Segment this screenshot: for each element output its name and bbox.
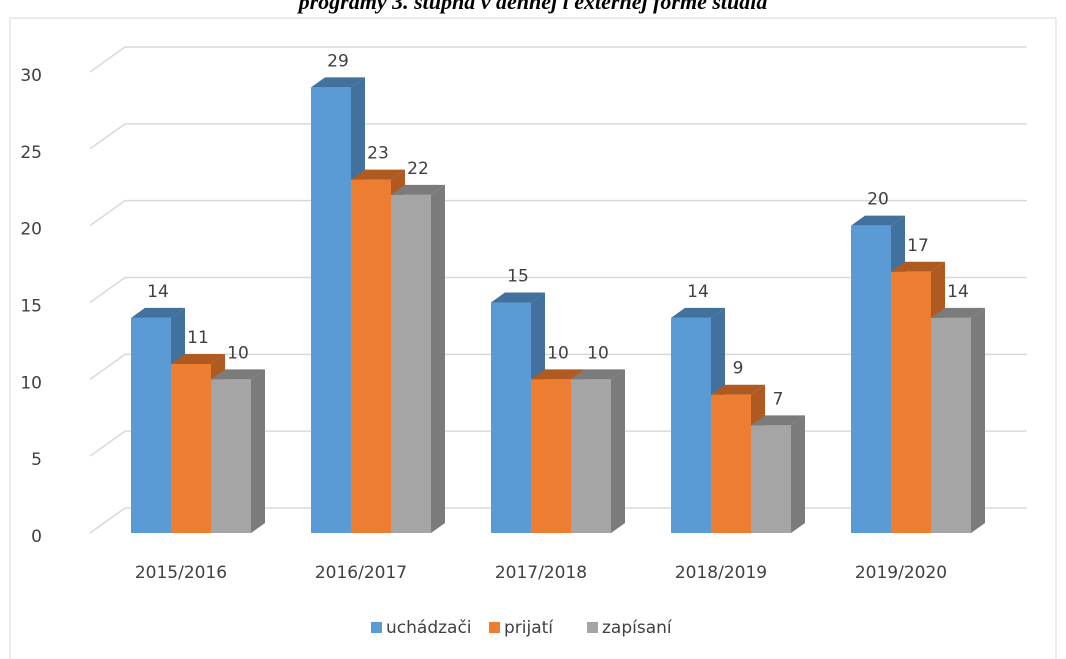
data-label: 10 — [547, 343, 569, 363]
bar-front — [391, 194, 431, 533]
bar-front — [931, 317, 971, 533]
bar — [571, 369, 625, 533]
bar-top — [851, 215, 905, 226]
bar — [211, 369, 265, 533]
bar-top — [571, 369, 625, 380]
data-label: 11 — [187, 328, 209, 348]
data-label: 15 — [507, 267, 529, 287]
bar-top — [211, 369, 265, 380]
grid-line — [89, 276, 1027, 304]
bar-side — [971, 307, 985, 533]
data-label: 22 — [407, 159, 429, 179]
bar-top — [671, 307, 725, 318]
bar-top — [171, 353, 225, 364]
legend-label: prijatí — [504, 618, 554, 638]
x-tick-label: 2015/2016 — [135, 563, 227, 583]
bar-top — [711, 384, 765, 395]
legend-label: uchádzači — [386, 618, 472, 638]
bar-front — [311, 87, 351, 533]
y-tick-label: 5 — [31, 450, 42, 470]
bar-top — [931, 307, 985, 318]
chart-title: programy 3. stupňa v dennej i externej f… — [297, 0, 768, 14]
y-tick-label: 0 — [31, 527, 42, 547]
bar-top — [891, 261, 945, 272]
grid-line — [89, 123, 1027, 150]
bar — [391, 184, 445, 533]
x-tick-label: 2018/2019 — [675, 563, 767, 583]
y-tick-label: 30 — [20, 66, 42, 86]
bar-front — [751, 425, 791, 533]
bar-top — [131, 307, 185, 318]
bar-side — [431, 184, 445, 533]
y-tick-label: 10 — [20, 373, 42, 393]
data-label: 23 — [367, 144, 389, 164]
data-label: 9 — [733, 359, 744, 379]
data-label: 14 — [687, 282, 709, 302]
bar-top — [751, 415, 805, 426]
bar — [751, 415, 805, 533]
data-label: 14 — [947, 282, 969, 302]
data-label: 14 — [147, 282, 169, 302]
data-label: 29 — [327, 51, 349, 71]
data-label: 7 — [773, 389, 784, 409]
bar-side — [791, 415, 805, 533]
x-tick-label: 2019/2020 — [855, 563, 947, 583]
grid-line — [89, 199, 1027, 227]
bar-side — [251, 369, 265, 533]
legend-swatch — [371, 622, 382, 633]
bar-front — [171, 363, 211, 533]
bar-front — [491, 302, 531, 533]
data-label: 20 — [867, 190, 889, 210]
grid-line — [89, 46, 1027, 73]
bar-top — [531, 369, 585, 380]
bar-top — [391, 184, 445, 195]
legend-swatch — [587, 622, 598, 633]
y-tick-label: 15 — [20, 297, 42, 317]
bar — [931, 307, 985, 533]
bar-front — [131, 317, 171, 533]
bar-side — [611, 369, 625, 533]
bar-front — [351, 179, 391, 534]
bar-front — [711, 394, 751, 533]
bar — [891, 261, 945, 533]
legend-label: zapísaní — [602, 618, 673, 638]
y-tick-label: 25 — [20, 143, 42, 163]
legend-swatch — [489, 622, 500, 633]
bar-front — [891, 271, 931, 533]
x-tick-label: 2017/2018 — [495, 563, 587, 583]
grid-line — [89, 353, 1027, 380]
data-label: 10 — [227, 343, 249, 363]
bar-front — [671, 317, 711, 533]
bar-top — [491, 292, 545, 303]
bar-front — [851, 225, 891, 533]
data-label: 10 — [587, 343, 609, 363]
data-label: 17 — [907, 236, 929, 256]
x-tick-label: 2016/2017 — [315, 563, 407, 583]
y-tick-label: 20 — [20, 220, 42, 240]
bar-front — [211, 379, 251, 533]
bar-front — [531, 379, 571, 533]
bar-front — [571, 379, 611, 533]
bar-top — [351, 169, 405, 180]
bar-top — [311, 77, 365, 88]
